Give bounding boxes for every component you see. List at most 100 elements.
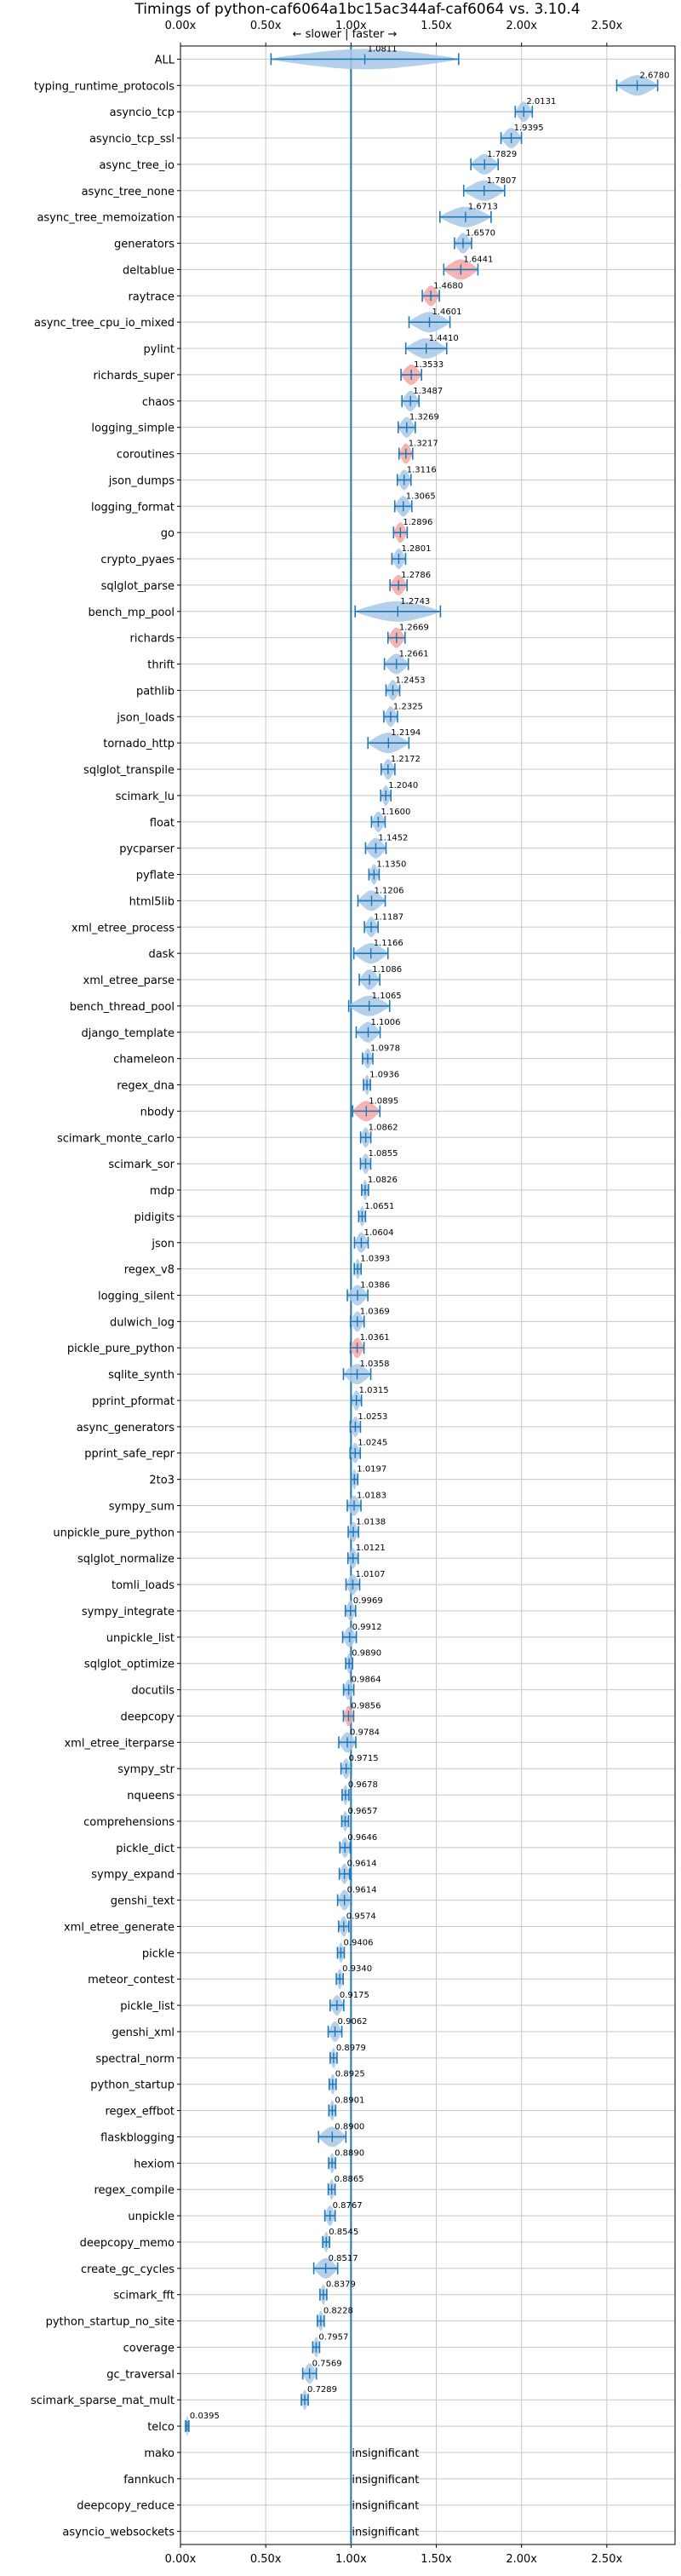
benchmark-label: logging_format — [91, 501, 175, 514]
value-label: 0.8979 — [336, 2044, 366, 2053]
x-tick-label-top: 2.50x — [592, 20, 623, 32]
value-label: 0.9574 — [346, 1912, 376, 1921]
value-label: 1.0138 — [356, 1517, 386, 1527]
benchmark-label: float — [150, 817, 175, 830]
benchmark-label: telco — [147, 2421, 175, 2434]
benchmark-label: scimark_lu — [116, 791, 175, 803]
benchmark-label: async_generators — [77, 1422, 175, 1435]
value-label: 1.0978 — [370, 1044, 400, 1054]
label-layer: ALL 1.0811 typing_runtime_protocols 2.6780 a… — [31, 44, 670, 2539]
benchmark-label: scimark_monte_carlo — [57, 1132, 175, 1145]
benchmark-label: python_startup — [90, 2079, 175, 2092]
benchmark-label: flaskblogging — [100, 2131, 175, 2144]
value-label: 1.0604 — [363, 1228, 393, 1238]
benchmark-label: unpickle — [128, 2211, 175, 2223]
benchmark-label: tomli_loads — [112, 1579, 175, 1592]
value-label: 1.0862 — [369, 1123, 398, 1132]
benchmark-label: dask — [148, 948, 175, 961]
value-label: 0.9614 — [347, 1886, 377, 1895]
value-label: 0.9657 — [347, 1807, 377, 1816]
x-tick-label-bottom: 2.00x — [506, 2553, 537, 2566]
value-label: 0.9646 — [347, 1833, 377, 1843]
value-label: 1.2743 — [400, 597, 430, 607]
value-label: 0.7957 — [318, 2332, 348, 2342]
value-label: 1.0393 — [360, 1255, 390, 1264]
direction-label: ← slower | faster → — [293, 28, 398, 41]
x-tick-label-top: 1.00x — [335, 20, 367, 32]
value-label: 1.2896 — [403, 518, 432, 527]
benchmark-label: async_tree_memoization — [37, 212, 175, 225]
value-label: 1.4601 — [432, 308, 462, 317]
benchmark-label: crypto_pyaes — [100, 554, 175, 566]
value-label: 2.6780 — [640, 71, 670, 80]
benchmark-label: asyncio_tcp_ssl — [89, 133, 175, 146]
benchmark-label: hexiom — [134, 2158, 175, 2171]
benchmark-label: html5lib — [129, 895, 175, 908]
value-label: 1.1086 — [372, 965, 402, 975]
benchmark-label: sympy_expand — [91, 1869, 175, 1882]
value-label: 1.4410 — [429, 334, 459, 343]
benchmark-label: nqueens — [127, 1790, 175, 1803]
insignificant-label: insignificant — [352, 2447, 419, 2460]
value-label: 1.1206 — [375, 886, 404, 895]
benchmark-label: pickle_dict — [116, 1843, 175, 1855]
insignificant-label: insignificant — [352, 2500, 419, 2513]
x-tick-label-bottom: 0.00x — [165, 2553, 197, 2566]
benchmark-label: logging_silent — [98, 1291, 175, 1303]
value-label: 1.0183 — [357, 1491, 386, 1500]
value-label: 1.2453 — [395, 676, 425, 685]
axis-layer: 0.00x 0.00x 0.50x 0.50x 1.00x 1.00x 1.50x 1.50x… — [165, 20, 676, 2566]
benchmark-label: coroutines — [117, 449, 175, 462]
value-label: 0.8379 — [326, 2280, 356, 2290]
benchmark-label: pycparser — [119, 843, 175, 856]
benchmark-label: meteor_contest — [88, 1974, 175, 1987]
benchmark-label: pidigits — [134, 1211, 175, 1224]
value-label: 1.0107 — [355, 1570, 385, 1579]
benchmark-label: typing_runtime_protocols — [34, 80, 175, 93]
benchmark-label: json — [151, 1238, 175, 1251]
benchmark-label: sqlglot_parse — [101, 580, 175, 593]
value-label: 1.2194 — [391, 728, 421, 738]
value-label: 1.2669 — [399, 624, 429, 633]
benchmark-label: genshi_xml — [112, 2027, 175, 2039]
benchmark-label: regex_compile — [94, 2184, 175, 2197]
benchmark-label: pickle_list — [120, 2000, 175, 2013]
x-tick-label-bottom: 2.50x — [592, 2553, 623, 2566]
x-tick-label-bottom: 1.00x — [335, 2553, 367, 2566]
benchmark-label: comprehensions — [83, 1816, 175, 1829]
benchmark-label: spectral_norm — [95, 2053, 175, 2066]
benchmark-label: regex_effbot — [105, 2106, 175, 2119]
value-label: 0.7569 — [312, 2359, 342, 2368]
benchmark-label: asyncio_websockets — [62, 2527, 175, 2539]
x-tick-label-top: 1.50x — [421, 20, 452, 32]
benchmark-label: chameleon — [113, 1054, 175, 1067]
value-label: 1.2325 — [393, 702, 423, 711]
value-label: 1.0936 — [369, 1071, 399, 1080]
benchmark-label: async_tree_io — [99, 159, 175, 172]
benchmark-label: json_loads — [116, 711, 175, 724]
benchmark-label: go — [161, 527, 175, 540]
insignificant-label: insignificant — [352, 2474, 419, 2487]
benchmark-label: fannkuch — [123, 2474, 175, 2487]
benchmark-label: sympy_sum — [109, 1500, 175, 1513]
benchmark-label: scimark_sparse_mat_mult — [31, 2395, 175, 2407]
benchmark-label: xml_etree_iterparse — [64, 1737, 175, 1750]
benchmark-label: 2to3 — [149, 1475, 175, 1487]
mark-layer — [185, 46, 659, 2544]
value-label: 1.9395 — [514, 124, 544, 133]
benchmark-label: tornado_http — [103, 738, 175, 750]
value-label: 1.2786 — [401, 571, 431, 580]
value-label: 0.9175 — [340, 1991, 369, 2000]
benchmark-label: sqlglot_normalize — [77, 1553, 175, 1566]
benchmark-label: json_dumps — [108, 474, 175, 487]
benchmark-label: raytrace — [128, 290, 175, 303]
value-label: 1.0369 — [360, 1307, 390, 1316]
benchmark-label: pprint_safe_repr — [84, 1448, 175, 1461]
benchmark-label: regex_v8 — [124, 1264, 175, 1277]
chart-title: Timings of python-caf6064a1bc15ac344af-c… — [134, 1, 580, 18]
value-label: 1.3116 — [407, 465, 437, 474]
value-label: 0.9890 — [352, 1649, 381, 1659]
value-label: 1.1350 — [376, 860, 406, 870]
